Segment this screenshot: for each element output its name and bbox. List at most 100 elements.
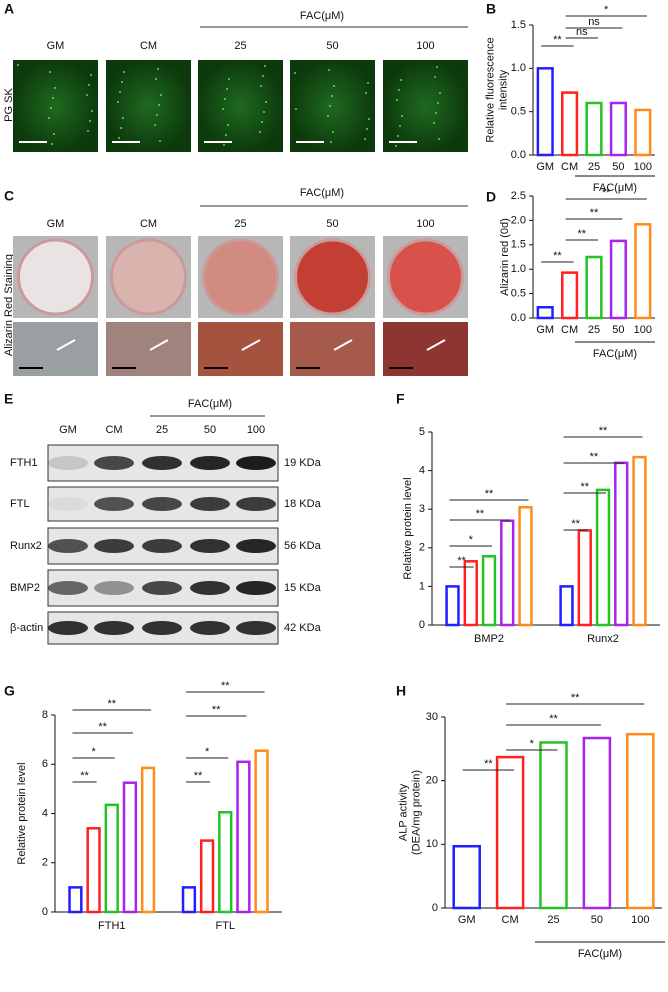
bar (68, 886, 83, 914)
speck (48, 117, 50, 119)
arrow (333, 339, 353, 351)
speck (160, 94, 162, 96)
band (48, 621, 88, 635)
speck (327, 115, 329, 117)
speck (119, 91, 121, 93)
bar (218, 811, 233, 914)
bar (632, 455, 647, 627)
speck (437, 102, 439, 104)
speck (401, 115, 403, 117)
y-tick-label: 20 (426, 775, 438, 787)
lane-label: 25 (156, 424, 168, 436)
speck (90, 74, 92, 76)
sig-label: * (530, 738, 535, 750)
x-tick-label: 50 (612, 324, 624, 336)
row-label: PG SK (3, 88, 15, 122)
speck (158, 104, 160, 106)
speck (49, 71, 51, 73)
micrograph (198, 60, 283, 152)
speck (398, 89, 400, 91)
speck (259, 131, 261, 133)
bar (104, 803, 119, 914)
arrow (149, 339, 169, 351)
sig-label: ** (107, 698, 116, 710)
sig-label: ** (578, 228, 587, 240)
sig-label: ** (212, 704, 221, 716)
size-label: 18 KDa (284, 498, 322, 510)
column-label: 100 (416, 40, 434, 52)
speck (263, 111, 265, 113)
x-tick-label: GM (536, 324, 554, 336)
sig-label: ** (580, 481, 589, 493)
speck (155, 78, 157, 80)
row-label: FTL (10, 498, 30, 510)
y-tick-label: 6 (42, 758, 48, 770)
group-label: FAC(μM) (300, 187, 344, 199)
speck (396, 99, 398, 101)
dish (294, 238, 371, 316)
speck (225, 134, 227, 136)
x-tick-label: 100 (634, 324, 652, 336)
sig-label: ** (571, 518, 580, 530)
y-tick-label: 0 (432, 902, 438, 914)
speck (222, 108, 224, 110)
sig-label: ** (599, 425, 608, 437)
arrow (56, 339, 76, 351)
x-tick-label: CM (502, 914, 519, 926)
y-tick-label: 30 (426, 711, 438, 723)
bar (199, 839, 215, 914)
bar (609, 239, 627, 320)
speck (223, 144, 225, 146)
micrograph (383, 60, 468, 152)
column-label: 100 (416, 218, 434, 230)
sig-label: ** (80, 770, 89, 782)
panel-label: D (486, 189, 496, 205)
bar (86, 827, 101, 914)
column-label: GM (47, 218, 65, 230)
y-tick-label: 2 (419, 542, 425, 554)
bar (582, 736, 612, 910)
micrograph (13, 60, 98, 152)
speck (265, 101, 267, 103)
band (236, 456, 276, 470)
speck (53, 133, 55, 135)
column-label: 25 (234, 218, 246, 230)
row-label: Alizarin Red Staining (3, 254, 15, 356)
speck (121, 81, 123, 83)
sig-label: * (604, 4, 609, 16)
y-tick-label: 0 (419, 619, 425, 631)
group-label: FAC(μM) (300, 10, 344, 22)
x-tick-label: BMP2 (474, 633, 504, 645)
size-label: 15 KDa (284, 582, 322, 594)
speck (397, 135, 399, 137)
band (142, 621, 182, 635)
bar (609, 101, 627, 157)
band (236, 497, 276, 511)
sig-label: ** (194, 770, 203, 782)
bar (452, 844, 481, 910)
bar (539, 741, 568, 910)
panel-label: C (4, 188, 14, 204)
sig-label: ** (457, 555, 466, 567)
panel-label: A (4, 1, 14, 17)
band (48, 581, 88, 595)
speck (262, 75, 264, 77)
dish (110, 238, 187, 316)
bar (518, 506, 533, 627)
size-label: 56 KDa (284, 540, 322, 552)
y-tick-label: 1.0 (511, 62, 526, 74)
band (48, 456, 88, 470)
band (94, 497, 134, 511)
speck (228, 78, 230, 80)
x-tick-label: Runx2 (587, 633, 619, 645)
micrograph (106, 60, 191, 152)
band (142, 497, 182, 511)
bar (626, 732, 655, 910)
x-tick-label: CM (561, 324, 578, 336)
bar (500, 519, 515, 627)
speck (159, 140, 161, 142)
speck (88, 84, 90, 86)
band (190, 621, 230, 635)
speck (118, 137, 120, 139)
speck (435, 112, 437, 114)
